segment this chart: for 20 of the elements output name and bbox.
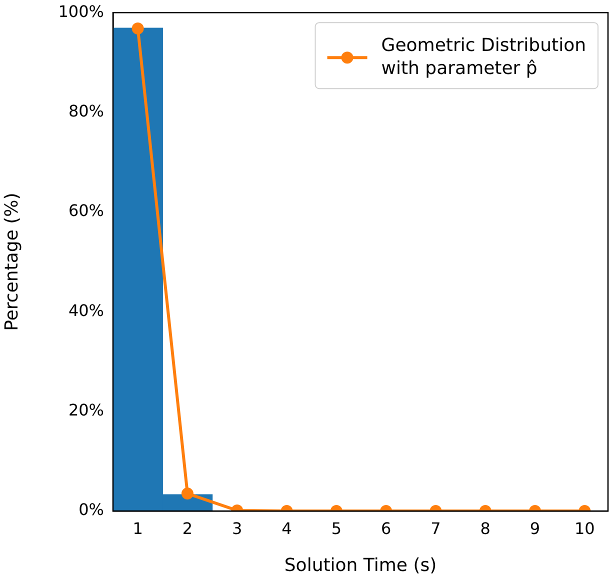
x-tick-label: 2	[182, 518, 193, 538]
y-tick-label: 0%	[78, 500, 104, 520]
y-tick-label: 40%	[68, 300, 104, 320]
y-tick-label: 80%	[68, 101, 104, 120]
y-tick-label: 100%	[58, 2, 104, 21]
y-axis-title: Percentage (%)	[1, 192, 22, 331]
x-tick-label: 1	[132, 518, 143, 538]
x-axis-title: Solution Time (s)	[284, 554, 437, 576]
x-tick-label: 6	[380, 518, 392, 538]
y-tick-label: 60%	[68, 201, 104, 220]
x-tick-label: 10	[574, 518, 595, 538]
x-tick-label: 9	[530, 518, 540, 538]
point	[132, 22, 144, 35]
x-tick-label: 8	[480, 518, 490, 538]
legend-label: Geometric Distribution with parameter p̂	[381, 34, 586, 79]
x-tick-label: 5	[331, 518, 342, 538]
x-tick-label: 7	[430, 518, 441, 538]
x-tick-label: 3	[232, 518, 242, 538]
x-tick-label: 4	[282, 518, 292, 538]
y-tick-label: 20%	[68, 400, 104, 420]
